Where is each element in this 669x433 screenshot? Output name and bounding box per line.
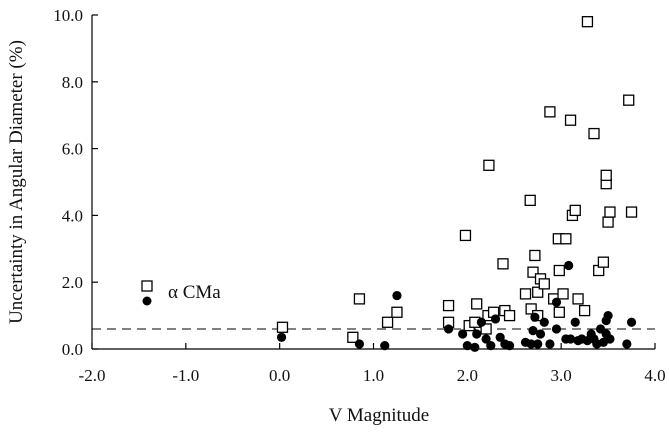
x-tick-label: 3.0 <box>551 366 572 385</box>
open-square-point <box>442 299 455 312</box>
open-square-point <box>471 298 483 310</box>
filled-circle-point <box>276 332 287 342</box>
open-square-point <box>544 106 556 118</box>
axes: 0.0 2.0 4.0 6.0 8.0 10.0 -2.0 -1.0 0.0 1.0 2.0 3.0 4… <box>53 6 665 385</box>
y-axis-title: Uncertainty in Angular Diameter (%) <box>6 40 27 324</box>
filled-circle-point <box>539 317 549 327</box>
open-square-point <box>538 278 550 290</box>
open-square-point <box>497 258 509 270</box>
open-square-point <box>600 169 612 181</box>
y-tick-label: 8.0 <box>62 73 83 92</box>
open-square-point <box>353 293 366 305</box>
x-tick-label: -1.0 <box>172 366 199 385</box>
open-square-point <box>588 127 600 140</box>
filled-circle-point <box>470 342 480 352</box>
filled-circle-point <box>504 341 515 351</box>
open-square-point <box>525 303 537 315</box>
filled-circle-point <box>622 339 632 349</box>
x-tick-label: 4.0 <box>644 366 665 385</box>
open-square-point <box>564 114 577 126</box>
filled-circle-point <box>462 341 472 351</box>
filled-circle-point <box>481 334 491 344</box>
open-square-point <box>347 331 359 343</box>
x-tick-label: -2.0 <box>79 366 106 385</box>
y-tick-label: 4.0 <box>62 206 83 225</box>
filled-circle-point <box>458 329 468 339</box>
open-square-point <box>529 249 541 262</box>
filled-circle-point <box>551 324 562 334</box>
x-axis-title: V Magnitude <box>329 405 429 426</box>
x-tick-label: 1.0 <box>363 366 384 385</box>
open-square-point <box>625 206 638 218</box>
open-square-point <box>381 316 394 328</box>
filled-circle-point <box>490 314 501 324</box>
open-square-point <box>560 233 572 245</box>
open-square-point <box>459 229 472 242</box>
legend: α CMa <box>141 280 221 306</box>
filled-circle-point <box>603 311 613 321</box>
legend-circle-marker <box>142 296 152 306</box>
open-square-point <box>391 306 403 318</box>
filled-circle-point <box>486 341 496 351</box>
x-tick-label: 0.0 <box>269 366 290 385</box>
filled-circle-point <box>533 339 543 349</box>
open-square-point <box>553 264 565 277</box>
x-tick-label: 2.0 <box>457 366 478 385</box>
filled-circle-point <box>495 332 505 342</box>
open-square-point <box>557 288 569 300</box>
open-square-point <box>578 304 591 317</box>
filled-circle-point <box>392 290 402 301</box>
open-square-point <box>581 16 594 28</box>
filled-circle-point <box>570 317 580 327</box>
open-square-point <box>480 323 492 335</box>
open-square-point <box>519 288 532 300</box>
data-points <box>276 16 638 352</box>
filled-circle-point <box>443 324 454 334</box>
open-square-point <box>524 194 536 207</box>
y-tick-label: 6.0 <box>62 140 83 159</box>
legend-label: α CMa <box>168 282 221 303</box>
open-square-point <box>503 309 516 322</box>
filled-circle-point <box>476 317 487 327</box>
filled-circle-point <box>530 312 540 322</box>
filled-circle-point <box>528 326 538 336</box>
open-square-point <box>276 321 289 333</box>
y-tick-label: 0.0 <box>62 340 83 359</box>
filled-circle-point <box>564 260 574 271</box>
filled-circle-point <box>380 341 390 351</box>
y-tick-label: 10.0 <box>53 6 83 25</box>
filled-circle-point <box>535 329 546 339</box>
filled-circle-point <box>605 334 615 344</box>
filled-circle-point <box>472 329 482 339</box>
open-square-point <box>483 159 495 171</box>
open-square-point <box>604 206 616 218</box>
open-square-point <box>532 286 544 298</box>
open-square-point <box>572 293 584 305</box>
open-square-point <box>527 266 539 278</box>
legend-square-marker <box>141 280 153 292</box>
open-square-point <box>597 256 610 268</box>
filled-circle-point <box>551 297 562 307</box>
open-square-point <box>623 94 635 106</box>
filled-circle-point <box>626 317 637 327</box>
open-square-point <box>602 216 614 228</box>
y-tick-label: 2.0 <box>62 273 83 292</box>
filled-circle-point <box>565 334 576 344</box>
filled-circle-point <box>545 339 555 349</box>
open-square-point <box>553 306 565 318</box>
filled-circle-point <box>526 339 536 349</box>
filled-circle-point <box>354 339 365 349</box>
open-square-point <box>569 204 581 217</box>
